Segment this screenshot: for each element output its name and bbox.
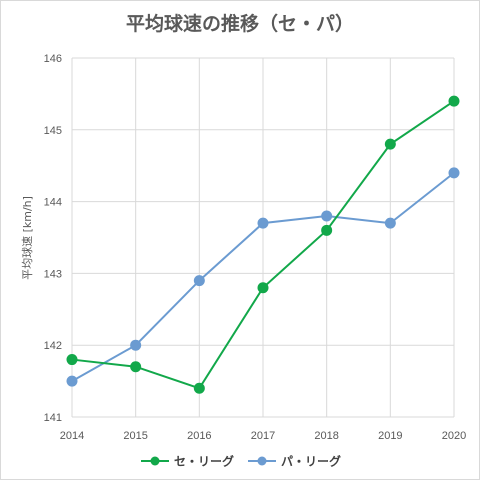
legend-label: パ・リーグ (281, 454, 341, 469)
data-point (384, 138, 396, 150)
data-point (384, 217, 396, 229)
data-point (66, 375, 78, 387)
y-tick-label: 141 (44, 412, 62, 424)
y-tick-label: 146 (44, 53, 62, 65)
data-point (130, 361, 142, 373)
y-tick-label: 143 (44, 268, 62, 280)
x-axis-ticks: 2014 2015 2016 2017 2018 2019 2020 (60, 430, 466, 442)
legend: セ・リーグ パ・リーグ (141, 454, 341, 469)
x-tick-label: 2018 (314, 430, 338, 442)
data-point (321, 224, 333, 236)
y-axis-label: 平均球速 [km/h] (20, 196, 34, 280)
data-point (257, 217, 269, 229)
data-point (448, 95, 460, 107)
data-point (66, 354, 78, 366)
legend-label: セ・リーグ (174, 454, 234, 469)
x-tick-label: 2019 (378, 430, 402, 442)
data-point (448, 167, 460, 179)
y-tick-label: 142 (44, 340, 62, 352)
data-point (130, 339, 142, 351)
y-tick-label: 144 (44, 197, 62, 209)
legend-marker (257, 456, 267, 466)
x-tick-label: 2015 (123, 430, 147, 442)
y-axis-ticks: 141 142 143 144 145 146 (44, 53, 62, 424)
grid-lines (71, 57, 455, 418)
x-tick-label: 2020 (442, 430, 466, 442)
data-point (257, 282, 269, 294)
data-point (193, 382, 205, 394)
legend-marker (150, 456, 160, 466)
x-tick-label: 2016 (187, 430, 211, 442)
chart-title: 平均球速の推移（セ・パ） (126, 12, 354, 35)
x-tick-label: 2017 (251, 430, 275, 442)
series-group (66, 95, 460, 394)
y-tick-label: 145 (44, 125, 62, 137)
data-point (321, 210, 333, 222)
x-tick-label: 2014 (60, 430, 84, 442)
data-point (193, 275, 205, 287)
